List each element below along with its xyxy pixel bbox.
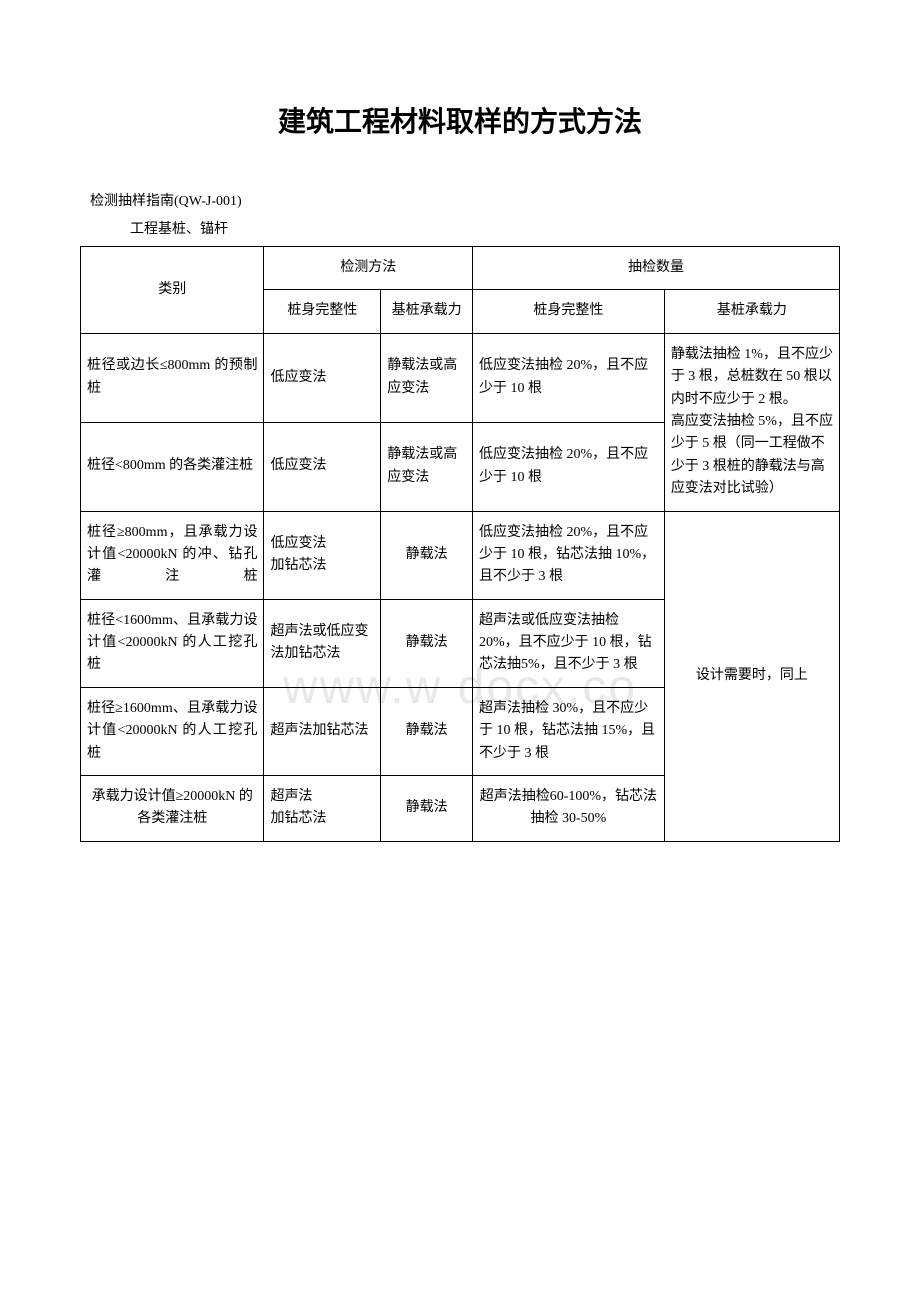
table-row: 桩径≥800mm，且承载力设计值<20000kN 的冲、钻孔灌注桩 低应变法 加…	[81, 511, 840, 599]
cell-qty1: 超声法抽检 30%，且不应少于 10 根，钻芯法抽 15%，且不少于 3 根	[472, 687, 664, 775]
cell-method2: 静载法	[381, 776, 473, 842]
header-qty-group: 抽检数量	[472, 247, 839, 290]
sampling-table: 类别 检测方法 抽检数量 桩身完整性 基桩承载力 桩身完整性 基桩承载力 桩径或…	[80, 246, 840, 842]
cell-method1: 超声法或低应变法加钻芯法	[264, 599, 381, 687]
header-qty1: 桩身完整性	[472, 290, 664, 333]
document-title: 建筑工程材料取样的方式方法	[80, 100, 840, 140]
header-qty2: 基桩承载力	[664, 290, 839, 333]
cell-qty2-merged: 静载法抽检 1%，且不应少于 3 根，总桩数在 50 根以内时不应少于 2 根。…	[664, 333, 839, 511]
cell-method2: 静载法	[381, 511, 473, 599]
cell-method2: 静载法	[381, 599, 473, 687]
header-category: 类别	[81, 247, 264, 334]
cell-qty1: 超声法抽检60-100%，钻芯法抽检 30-50%	[472, 776, 664, 842]
cell-qty1: 低应变法抽检 20%，且不应少于 10 根，钻芯法抽 10%，且不少于 3 根	[472, 511, 664, 599]
cell-category: 桩径<1600mm、且承载力设计值<20000kN 的人工挖孔桩	[81, 599, 264, 687]
cell-category: 承载力设计值≥20000kN 的各类灌注桩	[81, 776, 264, 842]
cell-category: 桩径≥800mm，且承载力设计值<20000kN 的冲、钻孔灌注桩	[81, 511, 264, 599]
cell-method1: 低应变法 加钻芯法	[264, 511, 381, 599]
header-method2: 基桩承载力	[381, 290, 473, 333]
cell-method2: 静载法或高应变法	[381, 333, 473, 422]
document-subtitle: 检测抽样指南(QW-J-001)	[90, 190, 840, 210]
cell-method1: 超声法加钻芯法	[264, 687, 381, 775]
cell-qty2-merged: 设计需要时，同上	[664, 511, 839, 841]
section-heading: 工程基桩、锚杆	[130, 218, 840, 238]
cell-category: 桩径≥1600mm、且承载力设计值<20000kN 的人工挖孔桩	[81, 687, 264, 775]
cell-category: 桩径<800mm 的各类灌注桩	[81, 422, 264, 511]
table-row: 桩径或边长≤800mm 的预制桩 低应变法 静载法或高应变法 低应变法抽检 20…	[81, 333, 840, 422]
cell-method1: 低应变法	[264, 422, 381, 511]
cell-method2: 静载法	[381, 687, 473, 775]
cell-method1: 低应变法	[264, 333, 381, 422]
cell-qty1: 低应变法抽检 20%，且不应少于 10 根	[472, 422, 664, 511]
cell-method1: 超声法 加钻芯法	[264, 776, 381, 842]
header-method1: 桩身完整性	[264, 290, 381, 333]
cell-method2: 静载法或高应变法	[381, 422, 473, 511]
cell-qty1: 低应变法抽检 20%，且不应少于 10 根	[472, 333, 664, 422]
header-method-group: 检测方法	[264, 247, 473, 290]
cell-category: 桩径或边长≤800mm 的预制桩	[81, 333, 264, 422]
cell-qty1: 超声法或低应变法抽检 20%，且不应少于 10 根，钻芯法抽5%，且不少于 3 …	[472, 599, 664, 687]
table-header-row-1: 类别 检测方法 抽检数量	[81, 247, 840, 290]
